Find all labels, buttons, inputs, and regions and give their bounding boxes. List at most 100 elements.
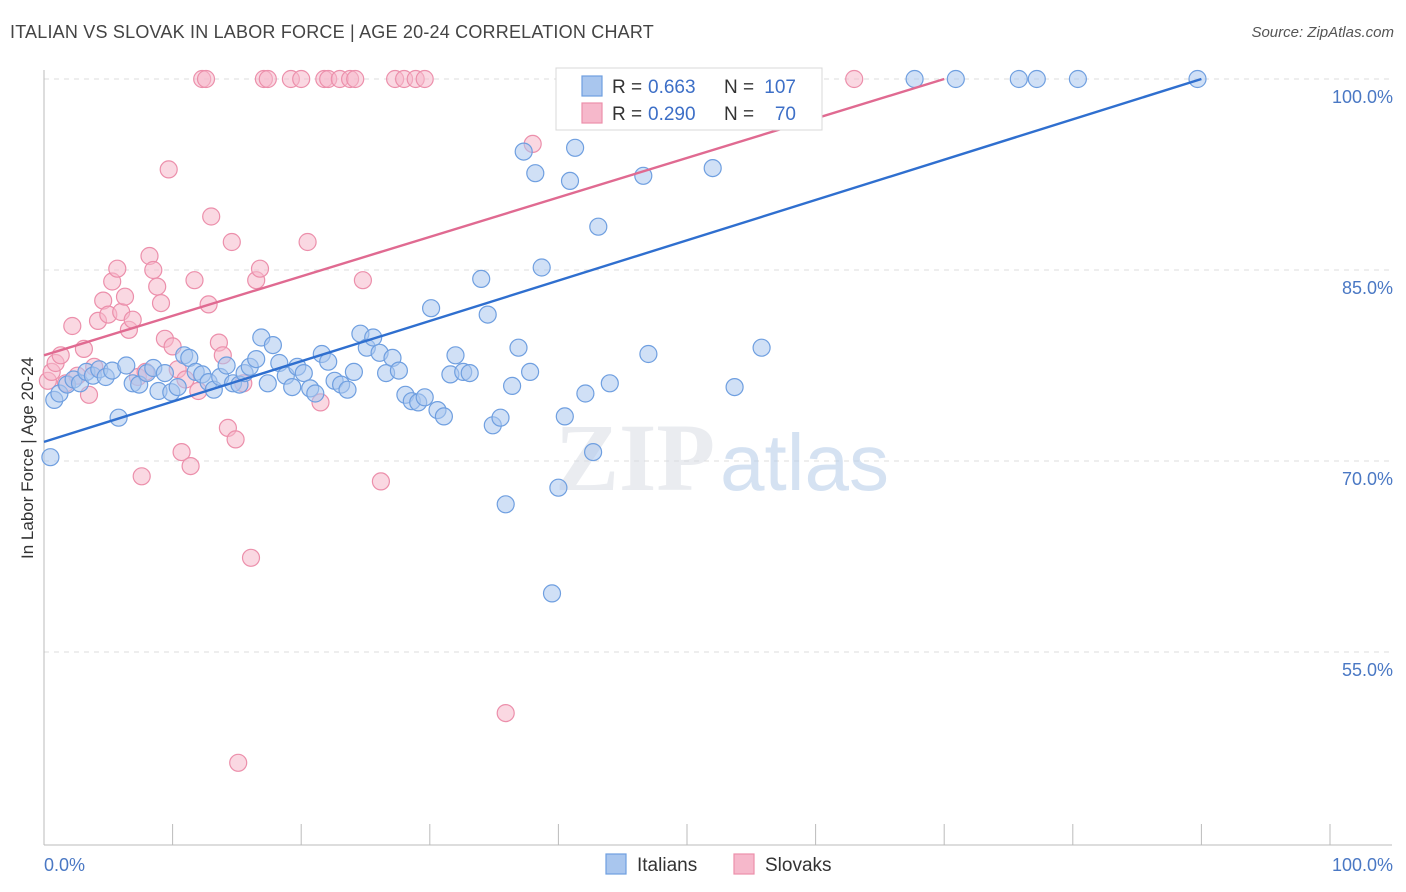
stats-legend-swatch-slovaks bbox=[581, 102, 603, 124]
point-italians-83 bbox=[565, 138, 585, 157]
point-italians-82 bbox=[560, 171, 580, 190]
point-italians-12 bbox=[117, 356, 136, 375]
point-italians-81 bbox=[555, 407, 574, 426]
point-italians-97 bbox=[725, 378, 744, 397]
point-italians-20 bbox=[168, 378, 187, 397]
point-slovaks-69 bbox=[845, 69, 864, 89]
point-slovaks-5 bbox=[63, 316, 82, 336]
point-italians-79 bbox=[542, 584, 562, 603]
point-italians-63 bbox=[434, 407, 453, 426]
point-slovaks-50 bbox=[258, 69, 277, 89]
point-italians-75 bbox=[514, 142, 533, 161]
trend-line-italians bbox=[43, 77, 1202, 444]
point-slovaks-44 bbox=[229, 753, 248, 772]
stats-legend-r-label-italians: R = bbox=[612, 77, 642, 98]
point-italians-56 bbox=[389, 361, 408, 380]
point-italians-61 bbox=[422, 299, 441, 318]
point-italians-78 bbox=[532, 258, 551, 277]
series-legend-swatch-slovaks bbox=[733, 853, 755, 875]
point-slovaks-43 bbox=[226, 430, 245, 449]
stats-legend-n-value-slovaks: 70 bbox=[775, 104, 796, 125]
point-italians-69 bbox=[478, 305, 497, 324]
point-italians-103 bbox=[1009, 69, 1028, 89]
point-italians-76 bbox=[520, 362, 540, 381]
point-slovaks-61 bbox=[371, 472, 390, 491]
axes bbox=[43, 70, 1392, 846]
watermark-zip: ZIP bbox=[555, 404, 715, 511]
x-tick-label-1: 100.0% bbox=[1332, 855, 1393, 875]
point-italians-71 bbox=[491, 408, 510, 427]
point-italians-48 bbox=[338, 380, 357, 399]
stats-legend-n-value-italians: 107 bbox=[764, 77, 796, 98]
point-slovaks-60 bbox=[353, 271, 372, 290]
point-italians-41 bbox=[294, 364, 313, 383]
point-italians-43 bbox=[306, 384, 325, 403]
point-italians-87 bbox=[600, 374, 619, 393]
point-italians-72 bbox=[496, 495, 515, 514]
point-italians-35 bbox=[258, 374, 277, 393]
point-slovaks-52 bbox=[292, 69, 311, 89]
point-slovaks-36 bbox=[196, 69, 216, 89]
chart-title: ITALIAN VS SLOVAK IN LABOR FORCE | AGE 2… bbox=[10, 22, 654, 42]
point-italians-101 bbox=[905, 69, 924, 89]
point-italians-28 bbox=[217, 356, 236, 375]
point-italians-85 bbox=[583, 443, 603, 462]
point-italians-105 bbox=[1068, 69, 1088, 89]
stats-legend-n-label-slovaks: N = bbox=[724, 104, 754, 125]
point-italians-65 bbox=[446, 346, 465, 365]
series-legend-label-italians: Italians bbox=[637, 855, 697, 876]
point-slovaks-23 bbox=[144, 260, 163, 280]
y-tick-label-3: 100.0% bbox=[1332, 87, 1393, 107]
point-italians-39 bbox=[283, 378, 302, 397]
point-slovaks-14 bbox=[108, 259, 127, 278]
point-slovaks-16 bbox=[115, 287, 135, 306]
y-axis-title: In Labor Force | Age 20-24 bbox=[18, 357, 37, 559]
y-tick-labels: 55.0% 70.0% 85.0% 100.0% bbox=[1332, 87, 1393, 680]
series-legend-swatch-italians bbox=[605, 853, 627, 875]
point-italians-68 bbox=[472, 269, 491, 288]
point-italians-33 bbox=[247, 350, 266, 369]
source-label: Source: ZipAtlas.com bbox=[1251, 24, 1394, 41]
series-legend: Italians Slovaks bbox=[605, 853, 832, 876]
point-italians-60 bbox=[415, 388, 434, 407]
trend-lines bbox=[43, 77, 1202, 444]
stats-legend: R = 0.663 N = 107 R = 0.290 N = 70 bbox=[555, 67, 823, 131]
point-italians-91 bbox=[639, 344, 658, 364]
y-tick-label-0: 55.0% bbox=[1342, 660, 1393, 680]
stats-legend-n-label-italians: N = bbox=[724, 77, 754, 98]
point-italians-84 bbox=[576, 384, 595, 403]
point-slovaks-32 bbox=[181, 457, 200, 476]
point-italians-102 bbox=[946, 69, 965, 89]
point-slovaks-59 bbox=[346, 69, 365, 89]
point-italians-0 bbox=[41, 448, 60, 467]
watermark-atlas: atlas bbox=[720, 418, 889, 507]
point-italians-73 bbox=[502, 376, 522, 395]
y-tick-label-1: 70.0% bbox=[1342, 469, 1393, 489]
point-slovaks-65 bbox=[415, 69, 434, 89]
point-italians-98 bbox=[752, 338, 771, 357]
point-slovaks-27 bbox=[159, 160, 178, 179]
point-slovaks-46 bbox=[241, 548, 261, 567]
point-slovaks-48 bbox=[250, 259, 270, 278]
y-tick-label-2: 85.0% bbox=[1342, 278, 1393, 298]
series-legend-label-slovaks: Slovaks bbox=[765, 855, 832, 876]
point-slovaks-24 bbox=[148, 277, 167, 296]
stats-legend-swatch-italians bbox=[581, 75, 603, 97]
stats-legend-r-value-slovaks: 0.290 bbox=[648, 104, 696, 125]
point-italians-95 bbox=[703, 159, 722, 178]
point-italians-74 bbox=[509, 338, 528, 357]
point-italians-77 bbox=[526, 164, 545, 183]
watermark: ZIP atlas bbox=[555, 404, 889, 511]
point-slovaks-66 bbox=[496, 703, 515, 723]
point-slovaks-30 bbox=[172, 443, 191, 462]
point-slovaks-38 bbox=[202, 207, 221, 226]
point-slovaks-53 bbox=[298, 232, 317, 252]
data-points bbox=[38, 69, 1207, 772]
point-italians-67 bbox=[460, 364, 479, 383]
point-italians-104 bbox=[1027, 69, 1046, 89]
point-slovaks-25 bbox=[151, 294, 171, 313]
point-slovaks-42 bbox=[222, 232, 241, 252]
point-italians-86 bbox=[589, 217, 608, 236]
point-italians-49 bbox=[344, 362, 363, 381]
